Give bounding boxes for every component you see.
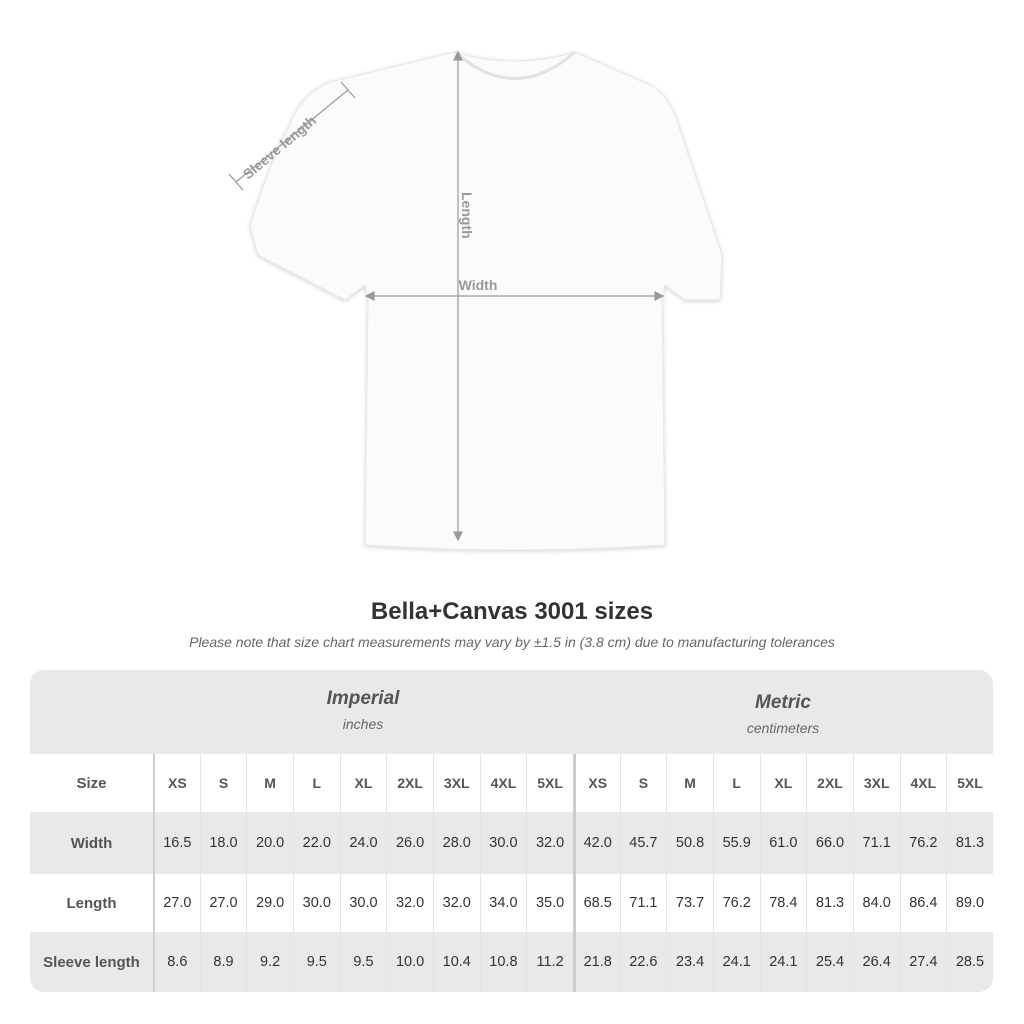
metric-value: 45.7 bbox=[619, 812, 667, 874]
metric-value: 76.2 bbox=[712, 874, 760, 932]
metric-value: 73.7 bbox=[666, 874, 713, 932]
metric-value: 86.4 bbox=[899, 874, 947, 932]
imperial-value: 9.2 bbox=[246, 932, 293, 992]
metric-value: 27.4 bbox=[899, 932, 947, 992]
metric-header: Metric centimeters bbox=[573, 692, 993, 736]
imperial-value: 8.9 bbox=[199, 932, 247, 992]
length-label: Length bbox=[459, 192, 475, 239]
metric-value: 55.9 bbox=[712, 812, 760, 874]
metric-value: 22.6 bbox=[619, 932, 667, 992]
metric-value: 23.4 bbox=[666, 932, 713, 992]
table-row: Width 16.5 18.0 20.0 22.0 24.0 26.0 28.0 30.0 32.… bbox=[30, 812, 993, 874]
imperial-header: Imperial inches bbox=[153, 688, 573, 732]
imperial-value: 18.0 bbox=[199, 812, 247, 874]
metric-value: 66.0 bbox=[806, 812, 853, 874]
metric-size-M: M bbox=[666, 754, 713, 812]
tolerance-note: Please note that size chart measurements… bbox=[189, 634, 835, 650]
imperial-size-4XL: 4XL bbox=[479, 754, 527, 812]
sleeve-measure-line bbox=[235, 89, 349, 183]
imperial-value: 35.0 bbox=[526, 874, 573, 932]
table-row: Length 27.0 27.0 29.0 30.0 30.0 32.0 32.0 34.0 35… bbox=[30, 874, 993, 932]
metric-value: 81.3 bbox=[946, 812, 993, 874]
imperial-value: 30.0 bbox=[479, 812, 527, 874]
metric-value: 76.2 bbox=[899, 812, 947, 874]
metric-value: 78.4 bbox=[759, 874, 807, 932]
imperial-value: 32.0 bbox=[432, 874, 480, 932]
metric-size-S: S bbox=[619, 754, 667, 812]
imperial-value: 30.0 bbox=[339, 874, 387, 932]
metric-value: 81.3 bbox=[806, 874, 853, 932]
imperial-value: 20.0 bbox=[246, 812, 293, 874]
metric-value: 24.1 bbox=[759, 932, 807, 992]
imperial-size-2XL: 2XL bbox=[386, 754, 433, 812]
metric-size-5XL: 5XL bbox=[946, 754, 993, 812]
imperial-value: 30.0 bbox=[292, 874, 340, 932]
metric-unit: centimeters bbox=[746, 720, 820, 736]
metric-value: 24.1 bbox=[712, 932, 760, 992]
imperial-value: 11.2 bbox=[526, 932, 573, 992]
metric-value: 28.5 bbox=[946, 932, 993, 992]
imperial-value: 10.0 bbox=[386, 932, 433, 992]
metric-size-2XL: 2XL bbox=[806, 754, 853, 812]
imperial-size-S: S bbox=[199, 754, 247, 812]
imperial-value: 16.5 bbox=[153, 812, 200, 874]
imperial-value: 9.5 bbox=[339, 932, 387, 992]
table-header: Imperial inches Metric centimeters bbox=[30, 670, 993, 754]
imperial-value: 10.8 bbox=[479, 932, 527, 992]
imperial-value: 10.4 bbox=[432, 932, 480, 992]
imperial-value: 34.0 bbox=[479, 874, 527, 932]
imperial-value: 8.6 bbox=[153, 932, 200, 992]
metric-value: 61.0 bbox=[759, 812, 807, 874]
metric-size-3XL: 3XL bbox=[852, 754, 900, 812]
width-label: Width bbox=[459, 277, 498, 293]
imperial-size-5XL: 5XL bbox=[526, 754, 573, 812]
imperial-value: 27.0 bbox=[153, 874, 200, 932]
row-label: Sleeve length bbox=[43, 953, 140, 971]
metric-size-XS: XS bbox=[572, 754, 620, 812]
imperial-size-M: M bbox=[246, 754, 293, 812]
metric-title: Metric bbox=[755, 692, 811, 713]
size-table: Imperial inches Metric centimeters Size X… bbox=[30, 670, 993, 992]
imperial-unit: inches bbox=[342, 716, 384, 732]
imperial-value: 32.0 bbox=[526, 812, 573, 874]
metric-value: 26.4 bbox=[852, 932, 900, 992]
imperial-value: 9.5 bbox=[292, 932, 340, 992]
imperial-size-XS: XS bbox=[153, 754, 200, 812]
metric-value: 71.1 bbox=[852, 812, 900, 874]
metric-value: 50.8 bbox=[666, 812, 713, 874]
metric-size-4XL: 4XL bbox=[899, 754, 947, 812]
tshirt-diagram: Width Length Sleeve length bbox=[228, 50, 723, 551]
imperial-value: 29.0 bbox=[246, 874, 293, 932]
row-label: Length bbox=[66, 894, 117, 912]
imperial-value: 27.0 bbox=[199, 874, 247, 932]
tshirt-shape bbox=[249, 51, 723, 551]
imperial-value: 22.0 bbox=[292, 812, 340, 874]
imperial-value: 28.0 bbox=[432, 812, 480, 874]
imperial-value: 32.0 bbox=[386, 874, 433, 932]
size-label: Size bbox=[76, 774, 107, 792]
metric-value: 84.0 bbox=[852, 874, 900, 932]
metric-value: 68.5 bbox=[572, 874, 620, 932]
imperial-value: 24.0 bbox=[339, 812, 387, 874]
metric-value: 42.0 bbox=[572, 812, 620, 874]
metric-value: 71.1 bbox=[619, 874, 667, 932]
imperial-value: 26.0 bbox=[386, 812, 433, 874]
imperial-size-3XL: 3XL bbox=[432, 754, 480, 812]
row-label: Width bbox=[70, 834, 113, 852]
imperial-title: Imperial bbox=[326, 688, 400, 709]
metric-value: 25.4 bbox=[806, 932, 853, 992]
metric-value: 89.0 bbox=[946, 874, 993, 932]
metric-size-XL: XL bbox=[759, 754, 807, 812]
chart-title: Bella+Canvas 3001 sizes bbox=[370, 598, 654, 625]
metric-size-L: L bbox=[712, 754, 760, 812]
size-header-row: Size XS S M L XL 2XL 3XL 4XL 5XL XS S M L XL 2XL 3XL 4XL 5… bbox=[30, 754, 993, 812]
imperial-size-L: L bbox=[292, 754, 340, 812]
metric-value: 21.8 bbox=[572, 932, 620, 992]
table-row: Sleeve length 8.6 8.9 9.2 9.5 9.5 10.0 10.4 10.8… bbox=[30, 932, 993, 992]
imperial-size-XL: XL bbox=[339, 754, 387, 812]
